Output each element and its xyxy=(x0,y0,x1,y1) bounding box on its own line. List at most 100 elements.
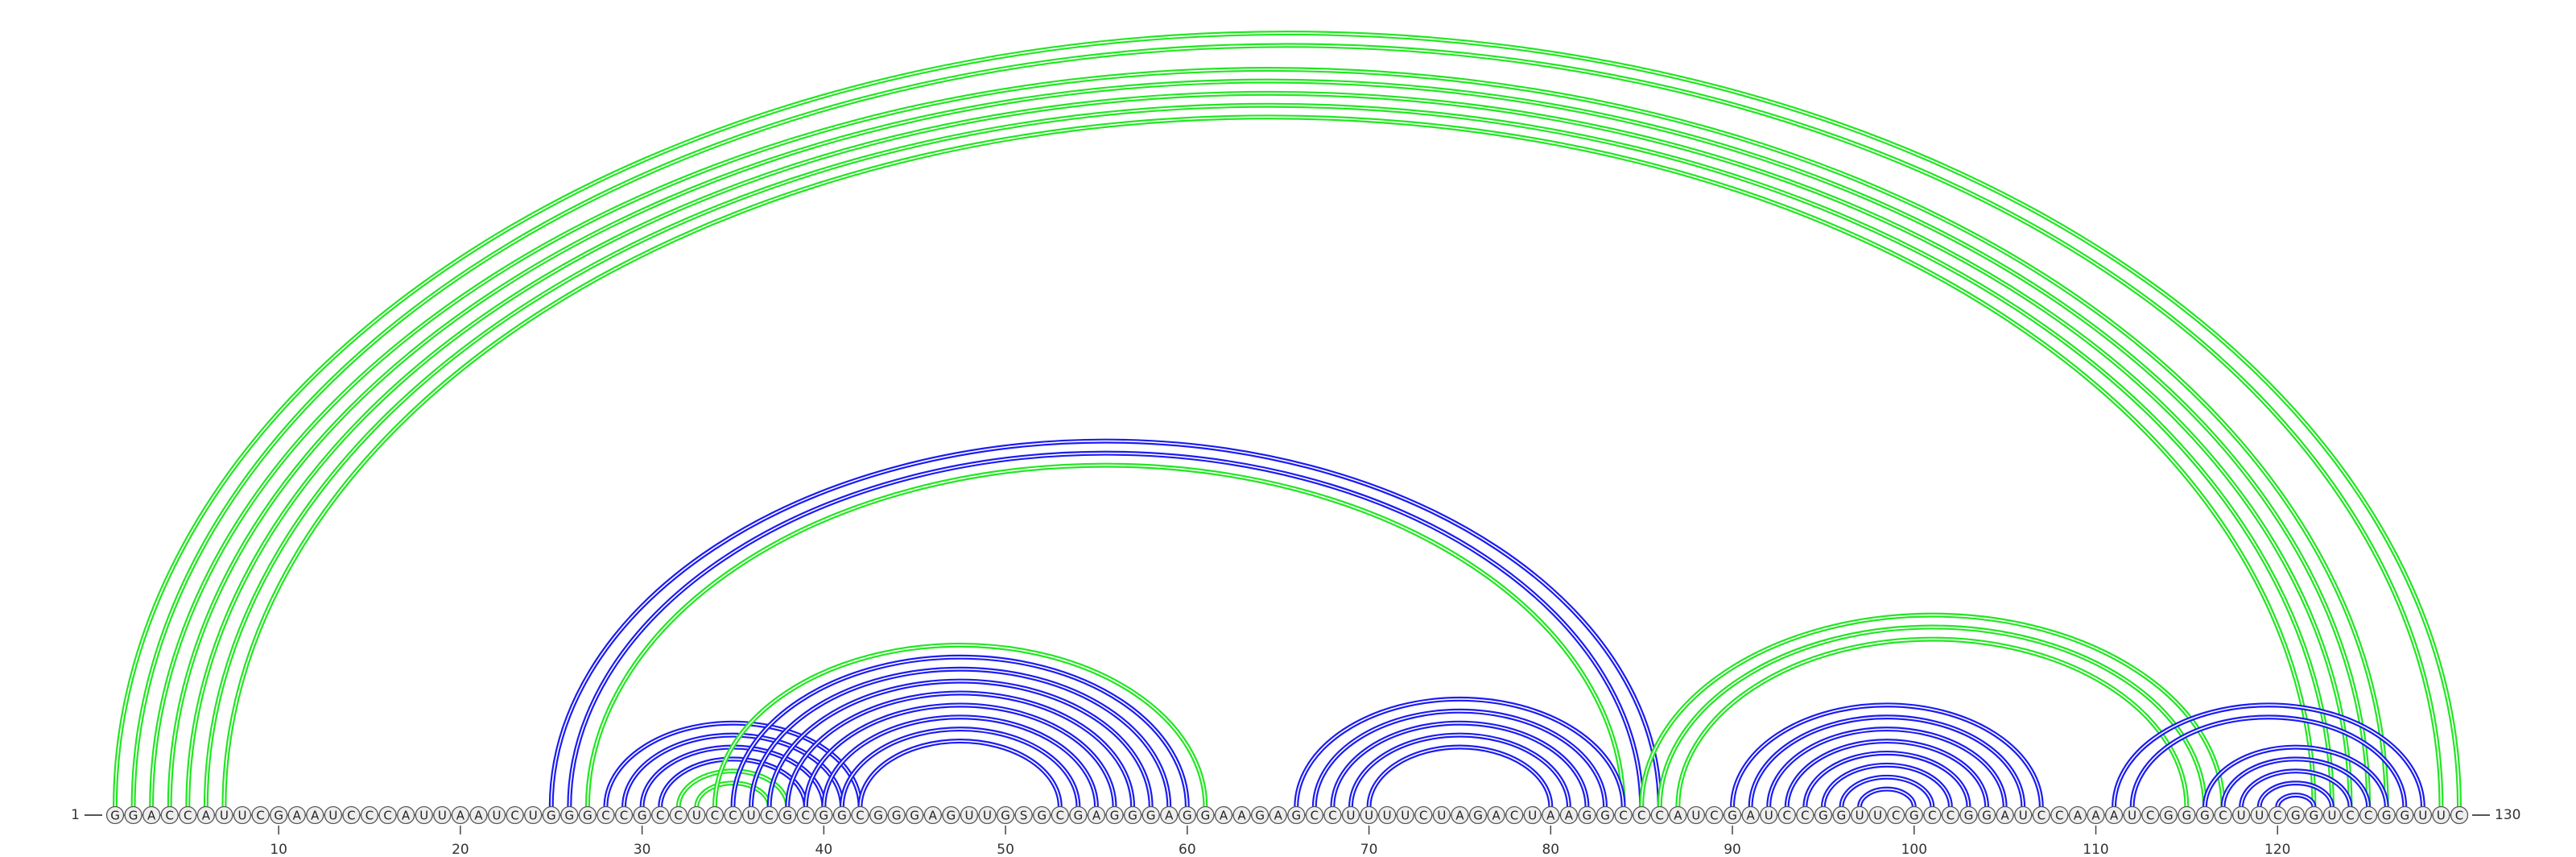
nucleotide: G xyxy=(110,809,120,823)
nucleotide: G xyxy=(129,809,138,823)
arc xyxy=(1857,786,1917,808)
nucleotide: G xyxy=(1001,809,1010,823)
nucleotide: A xyxy=(2074,809,2083,823)
nucleotide-circle xyxy=(2413,805,2433,825)
arc-outer xyxy=(1839,775,1935,808)
nucleotide: U xyxy=(238,809,247,823)
nucleotide-circle xyxy=(1305,805,1324,825)
nucleotide-circle xyxy=(2286,805,2305,825)
nucleotide-circle xyxy=(1832,805,1851,825)
nucleotide: C xyxy=(1328,809,1336,823)
arc xyxy=(584,463,1626,808)
nucleotide-circle xyxy=(1269,805,1287,825)
nucleotide: C xyxy=(765,809,773,823)
arc xyxy=(1311,708,1608,808)
tick-label: 40 xyxy=(815,842,833,857)
nucleotide-circle xyxy=(2341,805,2359,825)
arc xyxy=(839,727,1081,808)
arc-outer xyxy=(134,45,2442,807)
arc-inner xyxy=(170,81,2368,807)
arc-inner xyxy=(696,782,770,808)
arc xyxy=(567,450,1645,808)
arc-inner xyxy=(605,722,861,808)
nucleotide: A xyxy=(2110,809,2119,823)
nucleotide: A xyxy=(1674,809,1682,823)
nucleotide-circle xyxy=(397,805,415,825)
nucleotide-circle xyxy=(2214,805,2232,825)
nucleotide: G xyxy=(1291,809,1301,823)
nucleotide: G xyxy=(892,809,902,823)
nucleotide-circle xyxy=(233,805,252,825)
nucleotide: A xyxy=(2001,809,2010,823)
tick-label: 20 xyxy=(452,842,469,857)
arc xyxy=(2129,714,2408,808)
nucleotide: C xyxy=(347,809,355,823)
nucleotide: C xyxy=(601,809,609,823)
nucleotide-circle xyxy=(2123,805,2141,825)
nucleotide-circle xyxy=(1723,805,1742,825)
nucleotide-circle xyxy=(2231,805,2251,825)
nucleotide-circle xyxy=(1559,805,1579,825)
arc-outer xyxy=(170,81,2368,807)
nucleotide: C xyxy=(2455,809,2463,823)
arc-inner xyxy=(550,440,1661,808)
nucleotide-circle xyxy=(415,805,433,825)
nucleotide-circle xyxy=(1014,805,1033,825)
arc xyxy=(1639,613,2226,808)
nucleotide-circle xyxy=(960,805,979,825)
arc xyxy=(803,702,1117,808)
arc-outer xyxy=(1294,697,1626,808)
nucleotide: U xyxy=(1873,809,1882,823)
arc xyxy=(2239,768,2353,808)
nucleotide: U xyxy=(2437,809,2446,823)
arc-inner xyxy=(134,45,2442,807)
nucleotide: U xyxy=(1347,809,1356,823)
nucleotide: C xyxy=(1801,809,1809,823)
nucleotide-circle xyxy=(724,805,742,825)
arc-inner xyxy=(1677,638,2188,808)
arc xyxy=(134,45,2442,807)
arc xyxy=(821,714,1099,808)
nucleotide-circle xyxy=(1341,805,1360,825)
arc xyxy=(2220,756,2372,808)
nucleotide-circle xyxy=(451,805,470,825)
nucleotide: C xyxy=(1928,809,1936,823)
nucleotide-circle xyxy=(1633,805,1651,825)
nucleotide-circle xyxy=(796,805,815,825)
nucleotide: U xyxy=(1691,809,1700,823)
nucleotide: U xyxy=(1364,809,1373,823)
nucleotide-circle xyxy=(869,805,888,825)
nucleotide: C xyxy=(2146,809,2154,823)
nucleotide: C xyxy=(1419,809,1427,823)
nucleotide: S xyxy=(1020,809,1028,823)
nucleotide-circle xyxy=(1051,805,1069,825)
nucleotide: G xyxy=(910,809,919,823)
nucleotide: C xyxy=(1056,809,1064,823)
nucleotide-circle xyxy=(215,805,233,825)
nucleotide-circle xyxy=(669,805,687,825)
nucleotide: C xyxy=(2055,809,2063,823)
arc-inner xyxy=(223,116,2315,808)
nucleotide: C xyxy=(2346,809,2354,823)
nucleotide-circle xyxy=(1378,805,1397,825)
nucleotide-circle xyxy=(705,805,724,825)
arc-inner xyxy=(750,669,1170,808)
nucleotide-circle xyxy=(1468,805,1488,825)
arc xyxy=(2275,793,2317,808)
arc-inner xyxy=(2258,782,2333,808)
arc-outer xyxy=(1366,744,1554,808)
arc-inner xyxy=(1658,626,2206,808)
arc-inner xyxy=(2131,716,2406,808)
nucleotide: A xyxy=(2091,809,2100,823)
nucleotide: C xyxy=(711,809,719,823)
nucleotide: C xyxy=(620,809,628,823)
nucleotide: G xyxy=(2382,809,2392,823)
arc xyxy=(1802,751,1971,808)
nucleotide-circle xyxy=(287,805,306,825)
arc xyxy=(785,691,1136,808)
nucleotide: U xyxy=(692,809,701,823)
arc xyxy=(658,756,808,808)
nucleotide-circle xyxy=(1850,805,1869,825)
